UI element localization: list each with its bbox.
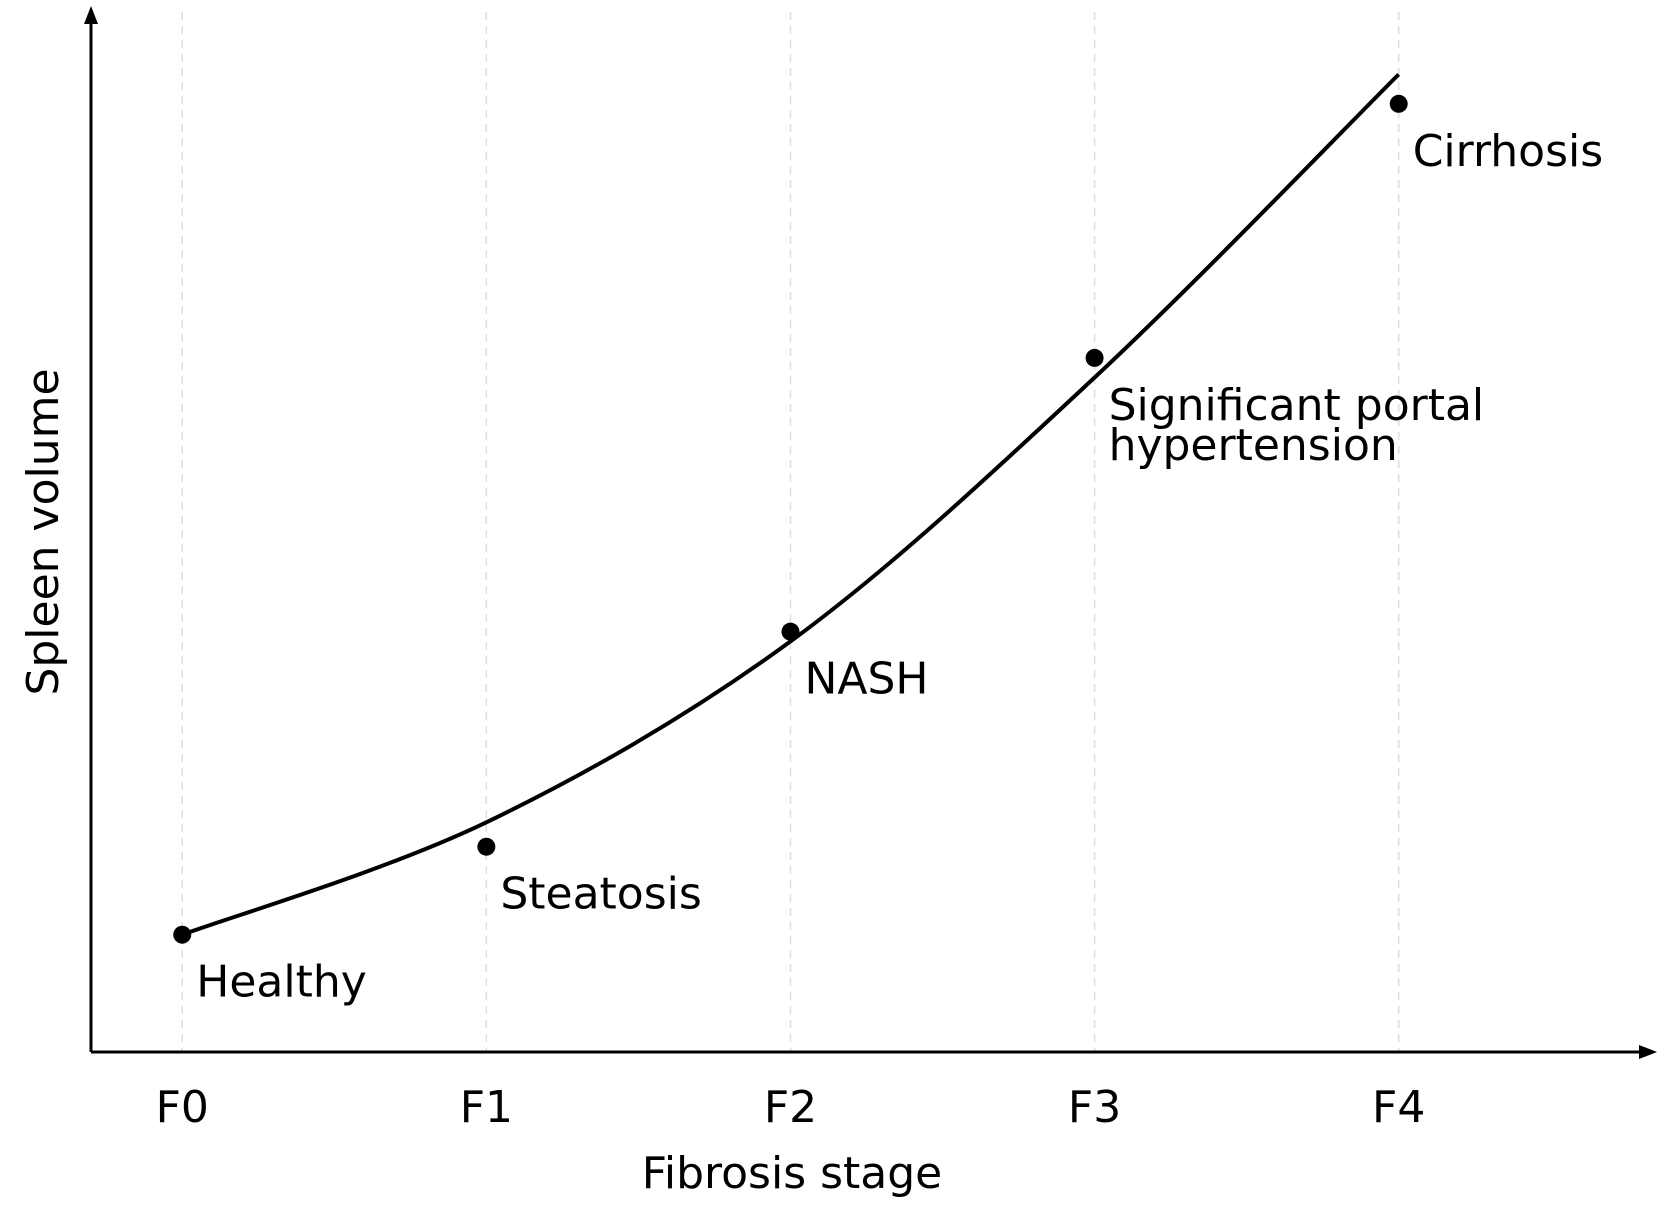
x-axis-arrow (1639, 1045, 1657, 1059)
x-tick-label-f2: F2 (764, 1082, 817, 1133)
data-point-f0 (173, 925, 192, 944)
data-point-f3 (1085, 348, 1104, 367)
x-axis-title: Fibrosis stage (642, 1148, 943, 1199)
point-label-f4: Cirrhosis (1413, 126, 1603, 177)
x-tick-label-f3: F3 (1068, 1082, 1121, 1133)
data-point-f4 (1389, 94, 1408, 113)
x-tick-labels: F0 F1 F2 F3 F4 (156, 1082, 1426, 1133)
x-tick-label-f0: F0 (156, 1082, 209, 1133)
y-axis-title: Spleen volume (18, 368, 69, 695)
data-points (173, 94, 1408, 944)
point-label-f1: Steatosis (500, 869, 701, 920)
point-label-f2: NASH (804, 654, 928, 705)
data-point-f2 (781, 622, 800, 641)
x-tick-label-f1: F1 (460, 1082, 513, 1133)
point-label-f0: Healthy (196, 957, 367, 1008)
y-axis-arrow (84, 6, 98, 24)
x-tick-label-f4: F4 (1372, 1082, 1425, 1133)
point-labels: Healthy Steatosis NASH Significant portal hy… (196, 126, 1603, 1008)
data-point-f1 (477, 837, 496, 856)
point-label-f3: Significant portal hypertension (1109, 380, 1485, 471)
trend-curve (181, 72, 1401, 937)
axes (84, 6, 1657, 1059)
grid-lines (181, 12, 1400, 1052)
